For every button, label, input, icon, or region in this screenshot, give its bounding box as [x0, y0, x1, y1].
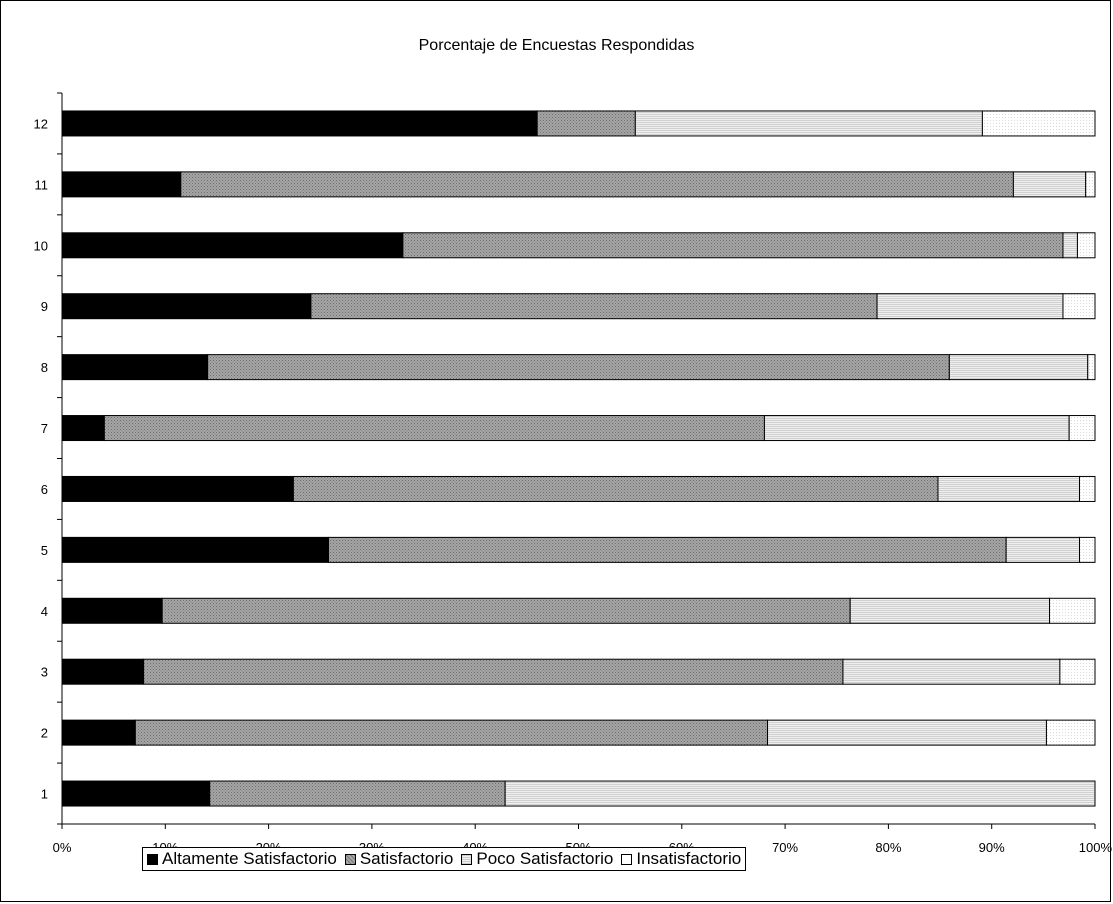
bar-altamente-satisfactorio-7 — [61, 415, 105, 442]
legend-swatch-insatisfactorio — [621, 853, 633, 865]
bar-altamente-satisfactorio-1 — [61, 780, 211, 807]
bar-satisfactorio-11 — [180, 171, 1014, 198]
bar-poco-satisfactorio-10 — [1062, 232, 1078, 259]
bar-altamente-satisfactorio-12 — [61, 110, 538, 137]
bar-satisfactorio-12 — [536, 110, 636, 137]
bar-insatisfactorio-2 — [1045, 719, 1096, 746]
legend-label-poco-satisfactorio: Poco Satisfactorio — [476, 849, 614, 868]
y-tick-label-10: 10 — [34, 238, 48, 253]
bar-insatisfactorio-8 — [1087, 354, 1096, 381]
bar-poco-satisfactorio-3 — [842, 658, 1061, 685]
chart-legend: Altamente Satisfactorio Satisfactorio Poco… — [142, 847, 747, 871]
bar-altamente-satisfactorio-2 — [61, 719, 136, 746]
bar-altamente-satisfactorio-4 — [61, 597, 163, 624]
bar-poco-satisfactorio-5 — [1005, 536, 1080, 563]
bar-insatisfactorio-11 — [1085, 171, 1096, 198]
bars-group — [61, 110, 1096, 807]
legend-swatch-altamente-satisfactorio — [147, 853, 158, 865]
bar-poco-satisfactorio-1 — [504, 780, 1096, 807]
y-tick-label-6: 6 — [41, 482, 48, 497]
bar-poco-satisfactorio-9 — [876, 293, 1064, 320]
legend-label-insatisfactorio: Insatisfactorio — [636, 849, 742, 868]
bar-satisfactorio-4 — [161, 597, 851, 624]
legend-label-altamente-satisfactorio: Altamente Satisfactorio — [162, 849, 337, 868]
y-tick-label-7: 7 — [41, 421, 48, 436]
y-tick-label-2: 2 — [41, 726, 48, 741]
x-tick-label-0: 0% — [53, 840, 72, 855]
bar-satisfactorio-8 — [207, 354, 950, 381]
y-tick-label-8: 8 — [41, 360, 48, 375]
x-tick-label-9: 90% — [979, 840, 1005, 855]
bar-satisfactorio-5 — [328, 536, 1007, 563]
bar-insatisfactorio-12 — [981, 110, 1096, 137]
bar-poco-satisfactorio-2 — [767, 719, 1047, 746]
bar-poco-satisfactorio-12 — [634, 110, 983, 137]
bar-insatisfactorio-9 — [1062, 293, 1096, 320]
bar-altamente-satisfactorio-10 — [61, 232, 404, 259]
bar-poco-satisfactorio-7 — [763, 415, 1070, 442]
bar-insatisfactorio-3 — [1059, 658, 1096, 685]
bar-altamente-satisfactorio-6 — [61, 475, 294, 502]
bar-insatisfactorio-10 — [1076, 232, 1096, 259]
bar-poco-satisfactorio-11 — [1012, 171, 1087, 198]
bar-insatisfactorio-6 — [1079, 475, 1096, 502]
bar-insatisfactorio-4 — [1049, 597, 1096, 624]
bar-altamente-satisfactorio-9 — [61, 293, 312, 320]
legend-swatch-poco-satisfactorio — [461, 853, 473, 865]
bar-insatisfactorio-7 — [1068, 415, 1096, 442]
y-tick-label-9: 9 — [41, 299, 48, 314]
y-tick-label-11: 11 — [35, 177, 49, 192]
y-tick-label-12: 12 — [34, 116, 48, 131]
bar-altamente-satisfactorio-3 — [61, 658, 145, 685]
bar-satisfactorio-1 — [209, 780, 506, 807]
legend-item-satisfactorio: Satisfactorio — [344, 849, 454, 869]
bar-satisfactorio-9 — [310, 293, 878, 320]
chart-title: Porcentaje de Encuestas Respondidas — [418, 37, 695, 54]
x-tick-label-7: 70% — [772, 840, 798, 855]
y-tick-label-3: 3 — [41, 665, 48, 680]
bar-satisfactorio-7 — [103, 415, 765, 442]
y-tick-label-4: 4 — [41, 604, 48, 619]
legend-item-insatisfactorio: Insatisfactorio — [621, 849, 741, 869]
bar-poco-satisfactorio-6 — [937, 475, 1080, 502]
bar-insatisfactorio-5 — [1079, 536, 1096, 563]
legend-label-satisfactorio: Satisfactorio — [359, 849, 454, 868]
bar-satisfactorio-3 — [143, 658, 844, 685]
bar-altamente-satisfactorio-5 — [61, 536, 330, 563]
legend-swatch-satisfactorio — [344, 853, 356, 865]
legend-item-poco-satisfactorio: Poco Satisfactorio — [461, 849, 613, 869]
y-tick-label-1: 1 — [41, 787, 48, 802]
bar-altamente-satisfactorio-8 — [61, 354, 209, 381]
bar-poco-satisfactorio-4 — [849, 597, 1051, 624]
y-tick-label-5: 5 — [41, 543, 48, 558]
x-tick-label-8: 80% — [875, 840, 901, 855]
bar-satisfactorio-6 — [292, 475, 939, 502]
bar-altamente-satisfactorio-11 — [61, 171, 182, 198]
bar-poco-satisfactorio-8 — [948, 354, 1089, 381]
x-tick-label-10: 100% — [1079, 840, 1113, 855]
bar-satisfactorio-10 — [402, 232, 1064, 259]
bar-satisfactorio-2 — [134, 719, 769, 746]
legend-item-altamente-satisfactorio: Altamente Satisfactorio — [147, 849, 337, 869]
